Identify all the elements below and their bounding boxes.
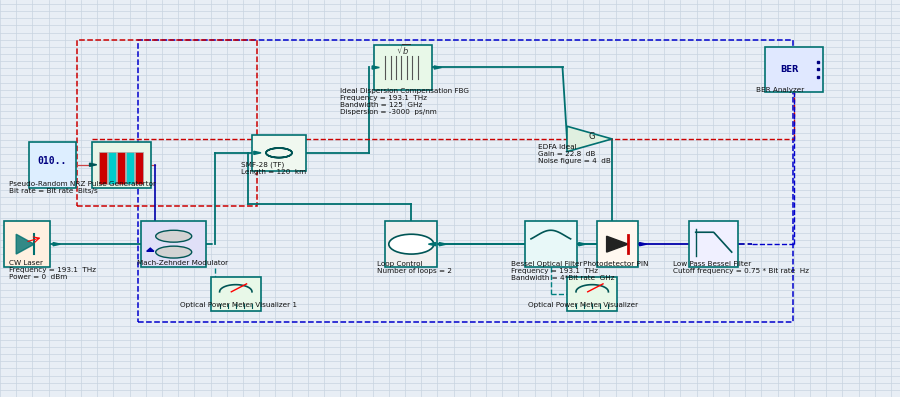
FancyBboxPatch shape (525, 222, 577, 267)
Polygon shape (254, 151, 261, 154)
FancyBboxPatch shape (141, 222, 206, 267)
FancyBboxPatch shape (598, 222, 638, 267)
Text: 010..: 010.. (38, 156, 67, 166)
Text: Pseudo-Random NRZ Pulse Generatortor
Bit rate = Bit rate  Bits/s: Pseudo-Random NRZ Pulse Generatortor Bit… (9, 181, 156, 194)
Text: Low Pass Bessel Filter
Cutoff frequency = 0.75 * Bit rate  Hz: Low Pass Bessel Filter Cutoff frequency … (673, 261, 809, 274)
Polygon shape (16, 234, 34, 254)
FancyBboxPatch shape (689, 222, 739, 267)
Polygon shape (428, 243, 436, 246)
Text: CW Laser
Frequency = 193.1  THz
Power = 0  dBm: CW Laser Frequency = 193.1 THz Power = 0… (9, 260, 96, 280)
FancyBboxPatch shape (29, 142, 76, 188)
Circle shape (389, 234, 434, 254)
Polygon shape (639, 243, 646, 246)
Polygon shape (567, 126, 612, 152)
Text: Photodetector PIN: Photodetector PIN (583, 261, 649, 267)
FancyBboxPatch shape (126, 152, 133, 183)
Text: Optical Power Meter Visualizer: Optical Power Meter Visualizer (528, 302, 638, 308)
FancyBboxPatch shape (117, 152, 124, 183)
Text: G: G (588, 133, 595, 141)
FancyBboxPatch shape (92, 142, 151, 188)
Text: Ideal Dispersion Compensation FBG
Frequency = 193.1  THz
Bandwidth = 125  GHz
Di: Ideal Dispersion Compensation FBG Freque… (340, 88, 469, 115)
Text: Optical Power Meter Visualizer 1: Optical Power Meter Visualizer 1 (180, 302, 297, 308)
FancyBboxPatch shape (765, 47, 824, 93)
FancyBboxPatch shape (109, 152, 115, 183)
Text: EDFA Ideal
Gain = 22.8  dB
Noise figure = 4  dB: EDFA Ideal Gain = 22.8 dB Noise figure =… (538, 144, 611, 164)
FancyBboxPatch shape (100, 152, 107, 183)
Text: $\sqrt{b}$: $\sqrt{b}$ (396, 42, 410, 57)
Text: Bessel Optical Filter
Frequency = 193.1  THz
Bandwidth = 4*Bit rate  GHz: Bessel Optical Filter Frequency = 193.1 … (511, 261, 615, 281)
Polygon shape (435, 66, 442, 69)
Polygon shape (53, 243, 60, 246)
Ellipse shape (156, 230, 192, 242)
Polygon shape (579, 243, 586, 246)
FancyBboxPatch shape (568, 277, 617, 310)
Polygon shape (439, 243, 446, 246)
FancyBboxPatch shape (374, 45, 432, 91)
FancyBboxPatch shape (4, 222, 50, 267)
FancyBboxPatch shape (136, 152, 143, 183)
Text: Mach-Zehnder Modulator: Mach-Zehnder Modulator (137, 260, 228, 266)
Polygon shape (373, 66, 380, 69)
Text: Loop Control
Number of loops = 2: Loop Control Number of loops = 2 (377, 261, 452, 274)
Polygon shape (607, 236, 628, 252)
Polygon shape (147, 248, 154, 251)
FancyBboxPatch shape (385, 222, 437, 267)
FancyBboxPatch shape (252, 135, 306, 171)
Polygon shape (90, 163, 97, 166)
Text: SMF-28 (TF)
Length = 120  km: SMF-28 (TF) Length = 120 km (241, 162, 306, 175)
Ellipse shape (156, 246, 192, 258)
Text: BER: BER (780, 65, 798, 74)
FancyBboxPatch shape (211, 277, 261, 310)
Text: BER Analyzer: BER Analyzer (756, 87, 805, 93)
